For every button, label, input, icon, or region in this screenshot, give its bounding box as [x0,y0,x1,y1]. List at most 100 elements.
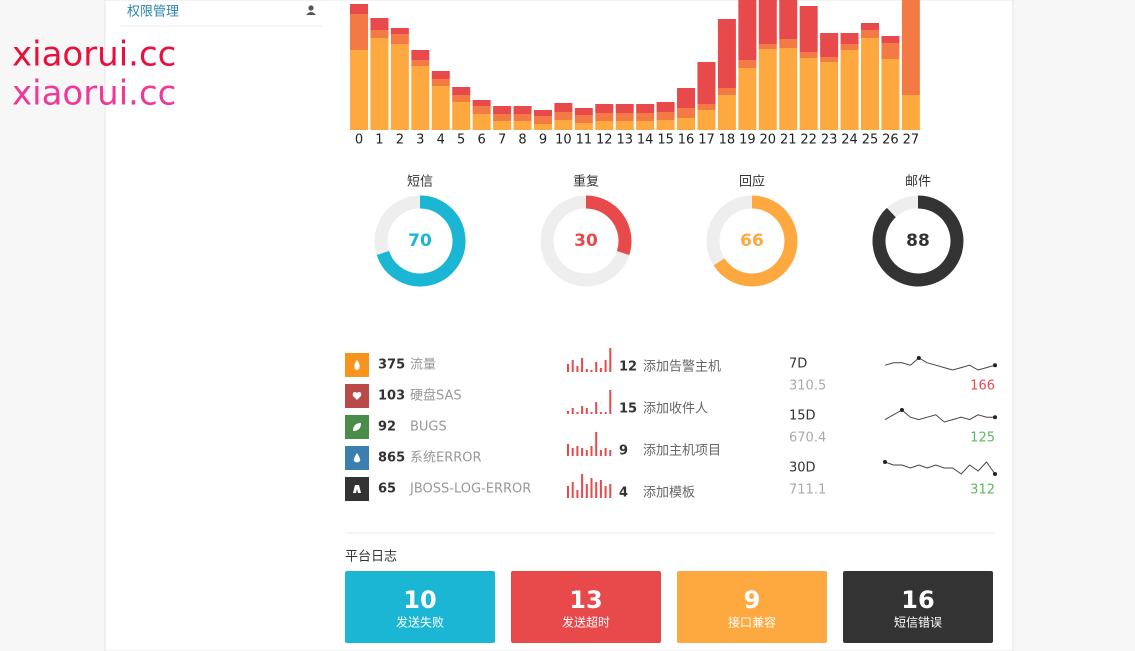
bar-segment [779,48,798,130]
bar-segment [411,66,430,130]
x-tick-label: 13 [616,133,633,148]
bar-segment [533,116,552,124]
spark-bar [571,448,574,456]
bar-segment [533,110,552,116]
bar-segment [820,62,839,130]
bar-segment [595,113,614,121]
x-tick-label: 21 [780,133,797,148]
spark-bar [604,486,607,498]
spark-bar [576,366,579,372]
x-tick-label: 26 [882,133,899,148]
log-label: 短信错误 [894,616,942,630]
bar-segment [758,0,777,44]
gauge-value: 66 [740,231,764,251]
trend-total: 670.4 [789,431,826,446]
sparkbar-value: 15 [619,402,637,417]
log-box [345,571,495,643]
gauge-title: 回应 [739,174,765,190]
bar-segment [411,60,430,66]
trend-total: 711.1 [789,483,826,498]
bar-segment [574,115,593,123]
gauge-title: 重复 [573,174,599,190]
bar-segment [758,44,777,49]
bar-segment [738,68,757,130]
bar-segment [717,95,736,130]
log-value: 13 [569,586,602,614]
sparkbar-label: 添加告警主机 [643,359,721,375]
bar-segment [493,106,512,114]
trend-dot [993,363,997,368]
watermark: xiaorui.cc [12,74,176,114]
bar-segment [901,0,920,95]
x-tick-label: 15 [657,133,674,148]
icon-glyph [353,453,361,463]
bar-segment [861,23,879,30]
bar-segment [881,43,900,59]
trend-dot [916,356,921,360]
log-label: 接口兼容 [728,615,776,630]
spark-bar [604,360,607,372]
spark-bar [595,402,598,414]
trend-dot [993,472,997,476]
bar-segment [779,39,798,48]
icon-glyph [353,485,361,493]
x-tick-label: 11 [576,133,593,148]
x-tick-label: 20 [760,133,777,148]
spark-bar [595,432,598,456]
spark-bar [567,364,569,372]
bar-segment [656,120,675,130]
sparkbar-value: 9 [619,444,628,459]
bar-segment [554,112,573,120]
bar-segment [738,60,757,68]
log-box [511,571,661,643]
sparkbar-label: 添加主机项目 [643,444,721,459]
bar-segment [493,114,512,121]
bar-segment [697,104,716,110]
gauge-arc [713,195,798,287]
bar-segment [472,106,491,114]
gauge-arc [585,195,632,256]
bar-segment [431,79,450,86]
bar-segment [411,50,430,60]
trend-period: 30D [789,461,816,476]
section-title: 平台日志 [345,550,397,565]
bar-segment [452,102,471,130]
trend-dot [993,415,997,420]
bar-segment [840,33,859,44]
bar-segment [350,4,368,14]
spark-bar [581,406,584,414]
bar-segment [615,121,634,130]
x-tick-label: 8 [518,133,526,148]
user-icon [306,5,316,15]
icon-glyph [354,360,360,370]
spark-bar [567,411,569,414]
menu-item[interactable]: 权限管理 [127,4,179,20]
trend-change: 125 [970,431,995,446]
x-tick-label: 4 [437,133,445,148]
gauge-value: 88 [906,231,930,251]
icon-glyph [353,423,361,431]
bar-segment [390,44,409,130]
spark-bar [585,369,588,372]
bar-segment [513,121,532,130]
spark-bar [599,368,602,372]
counter-label: 流量 [410,358,436,373]
log-value: 10 [403,586,436,614]
spark-bar [567,486,569,498]
bar-segment [615,113,634,121]
trend-dot [899,408,904,412]
bar-segment [595,104,614,113]
trend-change: 312 [970,483,995,498]
spark-bar [595,482,598,498]
x-tick-label: 5 [457,133,465,148]
bar-segment [861,30,879,38]
bar-segment [717,19,736,88]
x-tick-label: 24 [841,133,858,148]
spark-bar [581,358,584,372]
bar-segment [717,88,736,95]
spark-bar [581,448,584,456]
x-tick-label: 2 [396,133,404,148]
x-tick-label: 10 [555,133,572,148]
bar-segment [901,95,920,130]
counter-value: 92 [378,420,396,435]
